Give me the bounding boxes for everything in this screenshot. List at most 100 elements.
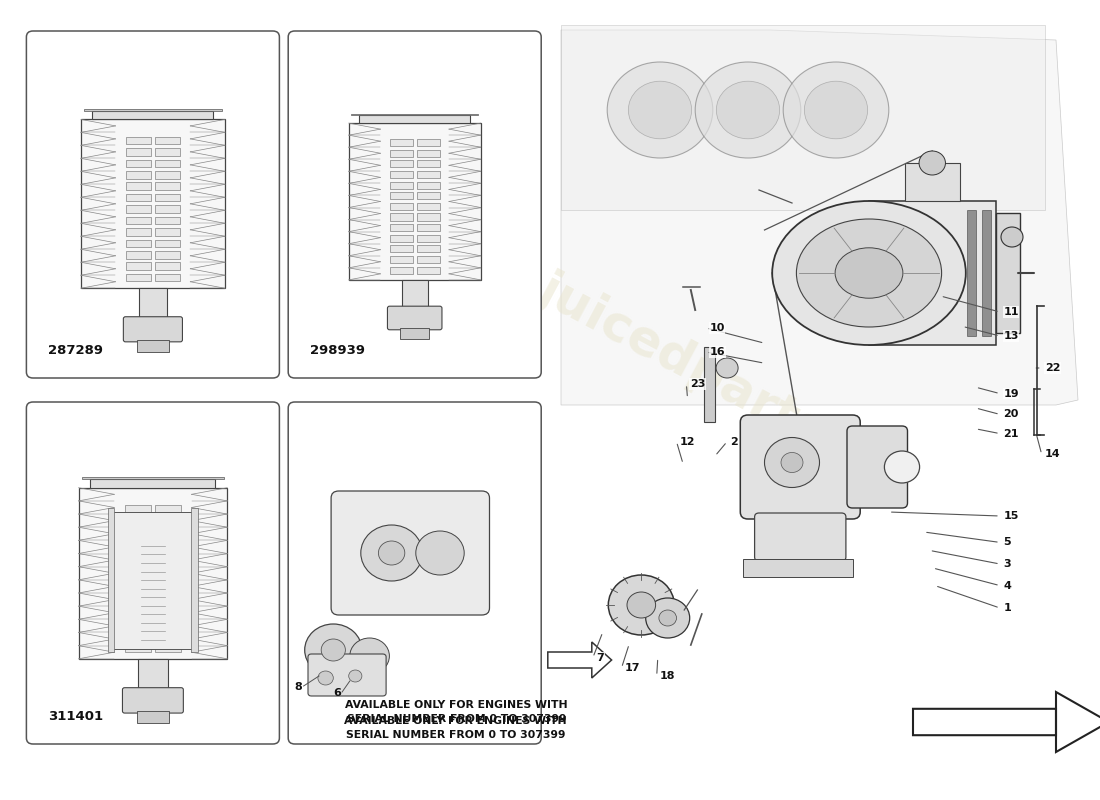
Text: 2: 2	[730, 437, 738, 446]
Bar	[125, 251, 151, 258]
FancyBboxPatch shape	[288, 402, 541, 744]
Bar	[389, 139, 412, 146]
Text: 19: 19	[1003, 389, 1019, 398]
Bar	[155, 206, 180, 213]
Bar	[124, 633, 151, 640]
Bar	[155, 574, 182, 582]
Bar	[155, 506, 182, 513]
Bar	[389, 182, 412, 189]
FancyBboxPatch shape	[288, 31, 541, 378]
Bar	[125, 274, 151, 282]
Bar	[125, 137, 151, 144]
Circle shape	[305, 624, 362, 676]
Bar	[125, 206, 151, 213]
Bar	[138, 659, 168, 690]
Bar	[155, 240, 180, 247]
Bar	[389, 171, 412, 178]
Bar	[417, 256, 440, 263]
Circle shape	[918, 151, 946, 175]
Bar	[389, 192, 412, 199]
FancyBboxPatch shape	[308, 654, 386, 696]
Text: 20: 20	[1003, 410, 1019, 419]
Bar	[389, 203, 412, 210]
Text: 3: 3	[1003, 559, 1011, 569]
Bar	[417, 182, 440, 189]
Text: 10: 10	[710, 323, 725, 333]
Bar	[90, 479, 216, 488]
Text: 4: 4	[1003, 581, 1011, 590]
Bar	[155, 598, 182, 606]
Circle shape	[321, 639, 345, 661]
FancyBboxPatch shape	[755, 513, 846, 561]
Text: 14: 14	[1045, 450, 1060, 459]
Circle shape	[764, 438, 820, 487]
Bar	[155, 529, 182, 536]
Bar	[108, 508, 114, 652]
Polygon shape	[913, 692, 1100, 752]
Bar	[389, 266, 412, 274]
Text: 22: 22	[1045, 363, 1060, 373]
Bar	[155, 644, 182, 652]
Bar	[155, 563, 182, 571]
Bar	[869, 201, 996, 345]
Bar	[389, 234, 412, 242]
Bar	[81, 478, 224, 479]
Text: 287289: 287289	[48, 344, 103, 357]
Bar	[155, 171, 180, 178]
FancyBboxPatch shape	[331, 491, 490, 615]
Text: 298939: 298939	[310, 344, 365, 357]
Bar	[417, 224, 440, 231]
Bar	[402, 280, 428, 308]
Bar	[155, 228, 180, 236]
Text: 6: 6	[333, 688, 341, 698]
Bar	[417, 150, 440, 157]
Text: AVAILABLE ONLY FOR ENGINES WITH
SERIAL NUMBER FROM 0 TO 307399: AVAILABLE ONLY FOR ENGINES WITH SERIAL N…	[345, 699, 568, 725]
Bar	[389, 214, 412, 221]
Circle shape	[318, 671, 333, 685]
Bar	[125, 262, 151, 270]
Bar	[125, 194, 151, 202]
Bar	[124, 506, 151, 513]
Bar	[155, 552, 182, 559]
Bar	[124, 644, 151, 652]
Bar	[124, 574, 151, 582]
Bar	[417, 192, 440, 199]
Bar	[124, 621, 151, 629]
Bar	[155, 274, 180, 282]
Bar	[125, 240, 151, 247]
Bar	[400, 328, 429, 338]
Bar	[191, 508, 198, 652]
Bar	[996, 213, 1020, 334]
Text: 12: 12	[680, 437, 695, 446]
Text: 16: 16	[710, 347, 725, 357]
Bar	[155, 610, 182, 618]
Bar	[124, 598, 151, 606]
Bar	[349, 123, 481, 280]
FancyBboxPatch shape	[847, 426, 907, 508]
Text: 5: 5	[1003, 538, 1011, 547]
Bar	[967, 210, 976, 336]
Circle shape	[350, 638, 389, 674]
Bar	[417, 266, 440, 274]
Bar	[155, 540, 182, 548]
Bar	[704, 347, 715, 422]
FancyBboxPatch shape	[561, 25, 1045, 210]
Bar	[124, 529, 151, 536]
Text: juicedparts: juicedparts	[530, 264, 834, 456]
Text: 13: 13	[1003, 331, 1019, 341]
Circle shape	[349, 670, 362, 682]
FancyBboxPatch shape	[26, 31, 279, 378]
Circle shape	[628, 81, 692, 138]
Circle shape	[659, 610, 676, 626]
Bar	[155, 148, 180, 156]
Bar	[136, 711, 169, 723]
Text: 23: 23	[690, 379, 705, 389]
Circle shape	[646, 598, 690, 638]
Bar	[124, 552, 151, 559]
Circle shape	[884, 451, 920, 483]
Polygon shape	[561, 30, 1078, 405]
FancyBboxPatch shape	[740, 415, 860, 519]
Bar	[389, 150, 412, 157]
Circle shape	[361, 525, 422, 581]
Bar	[155, 262, 180, 270]
